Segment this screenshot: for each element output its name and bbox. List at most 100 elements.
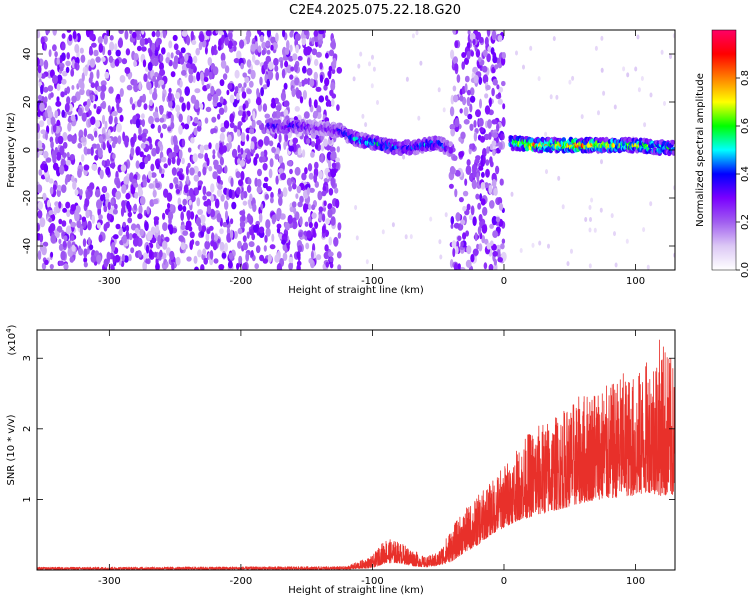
spectrogram-cell: [470, 205, 475, 216]
snr-frame: [36, 329, 676, 571]
spectrogram-cell: [461, 52, 467, 58]
spectrogram-cell: [468, 214, 473, 221]
spectrogram-cell: [237, 123, 242, 131]
spectrogram-cell: [159, 54, 164, 63]
spectrogram-cell: [466, 159, 471, 166]
spectrogram-cell: [370, 83, 374, 89]
spectrogram-cell: [497, 98, 503, 105]
spectrogram-cell: [237, 158, 241, 165]
spectrogram-cell: [150, 163, 155, 172]
spectrogram-cell: [235, 171, 241, 179]
spectrogram-cell: [325, 218, 330, 225]
spectrogram-cell: [246, 213, 252, 223]
spectrogram-cell: [501, 238, 506, 244]
spectrogram-cell: [169, 226, 174, 235]
spectrogram-cell: [50, 116, 56, 126]
spectrogram-cell: [319, 62, 323, 70]
spectrogram-cell: [45, 30, 50, 34]
spectrogram-cell: [80, 136, 87, 143]
snr-plot-area: [37, 339, 675, 570]
spectrogram-cell: [165, 261, 169, 268]
spectrogram-cell: [296, 264, 301, 270]
spectrogram-cell: [65, 66, 70, 73]
spectrogram-cell: [477, 226, 482, 235]
spectrogram-cell: [87, 220, 92, 231]
spectrogram-cell: [178, 124, 183, 135]
spectrogram-cell: [263, 176, 269, 182]
spectrogram-cell: [142, 59, 147, 68]
spectrogram-cell: [63, 263, 69, 270]
spectrogram-cell: [211, 45, 215, 56]
spectrogram-cell: [96, 254, 102, 264]
spectrogram-cell: [208, 166, 213, 172]
spectrogram-cell: [64, 177, 68, 185]
spectrogram-cell: [190, 30, 194, 41]
spectrogram-cell: [88, 48, 94, 56]
spectrogram-cell: [449, 106, 455, 117]
spectrogram-cell: [285, 134, 289, 142]
spectrogram-cell: [294, 106, 300, 112]
spectrogram-cell: [495, 165, 500, 175]
spectrogram-cell: [75, 205, 81, 214]
spectrogram-cell: [196, 197, 201, 207]
spectrogram-cell: [469, 95, 476, 103]
spectrogram-cell: [498, 142, 503, 151]
spectrogram-cell: [116, 122, 122, 133]
spectrogram-cell: [455, 212, 461, 222]
spectrogram-cell: [568, 79, 572, 85]
spectrogram-cell: [45, 131, 48, 141]
spectrogram-cell: [171, 151, 177, 158]
spectrogram-cell: [286, 64, 292, 74]
spectrogram-cell: [196, 71, 201, 82]
spectrogram-cell: [278, 155, 284, 165]
spectrogram-cell: [216, 189, 223, 197]
spectrogram-cell: [151, 237, 157, 244]
spectrogram-cell: [294, 77, 300, 86]
spectrogram-cell: [100, 194, 104, 202]
spectrogram-cell: [42, 241, 49, 247]
spectrogram-cell: [169, 250, 175, 260]
spectrogram-cell: [98, 214, 103, 220]
spectrogram-cell: [108, 115, 113, 125]
spectrogram-cell: [326, 169, 330, 180]
spectrogram-cell: [130, 247, 135, 254]
spectrogram-cell: [671, 149, 675, 155]
spectrogram-cell: [88, 110, 92, 116]
spectrogram-cell: [469, 103, 473, 113]
spectrogram-cell: [456, 74, 461, 83]
spectrogram-cell: [204, 67, 210, 77]
spectrogram-cell: [186, 35, 191, 46]
spectrogram-cell: [222, 221, 228, 228]
spectrogram-cell: [663, 101, 666, 106]
spectrogram-cell: [454, 188, 458, 198]
spectrogram-cell: [203, 76, 209, 82]
spectrogram-cell: [246, 149, 251, 160]
spectrogram-cell: [289, 74, 294, 80]
spectrogram-cell: [70, 234, 75, 241]
spectrogram-cell: [49, 264, 54, 270]
spectrogram-cell: [180, 211, 184, 222]
spectrogram-cell: [152, 91, 158, 101]
spectrogram-cell: [246, 231, 250, 239]
spectrogram-cell: [93, 49, 99, 57]
spectrogram-cell: [258, 226, 265, 234]
spectrogram-cell: [266, 30, 271, 38]
spectrogram-cell: [179, 96, 184, 103]
spectrogram-cell: [137, 213, 143, 220]
snr-y-tick-label: 3: [22, 355, 33, 361]
spectrogram-cell: [159, 249, 163, 258]
spectrogram-cell: [77, 168, 82, 178]
spectrogram-cell: [99, 169, 104, 180]
spectrogram-cell: [549, 94, 553, 100]
spectrogram-cell: [103, 186, 107, 192]
spectrogram-cell: [500, 243, 505, 250]
spectrogram-cell: [330, 150, 337, 161]
spectrogram-cell: [62, 207, 67, 213]
spectrogram-cell: [259, 34, 264, 43]
spectrogram-cell: [74, 211, 80, 222]
spectrogram-cell: [257, 168, 262, 177]
spectrogram-cell: [168, 87, 172, 93]
spectrogram-cell: [253, 156, 258, 166]
spectrogram-cell: [269, 244, 276, 250]
spectrogram-cell: [376, 100, 379, 105]
